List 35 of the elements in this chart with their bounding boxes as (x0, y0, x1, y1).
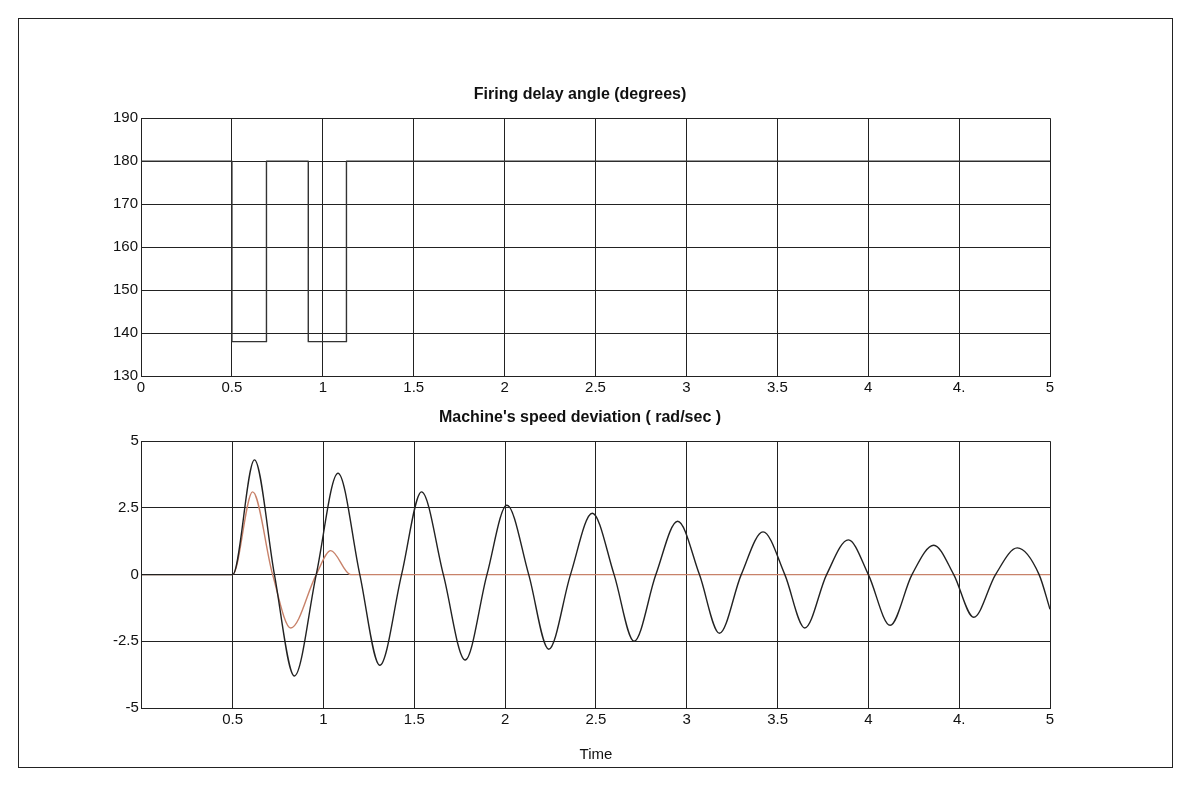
x-tick-label: 3.5 (766, 378, 788, 396)
x-axis-title: Time (579, 745, 613, 763)
x-tick-label: 1 (318, 378, 327, 396)
y-tick-label: 150 (113, 280, 139, 298)
chart-title: Firing delay angle (degrees) (473, 85, 687, 103)
x-tick-label: 3 (682, 710, 691, 728)
y-tick-label: 130 (113, 366, 139, 384)
x-tick-label: 1.5 (403, 710, 425, 728)
x-tick-label: 0.5 (222, 710, 244, 728)
y-tick-label: 5 (130, 431, 139, 449)
x-tick-label: 3.5 (767, 710, 788, 728)
x-tick-label: 2 (500, 710, 510, 728)
y-tick-label: 190 (113, 108, 139, 126)
chart-title: Machine's speed deviation ( rad/sec ) (438, 408, 722, 426)
x-tick-label: 1.5 (403, 378, 425, 396)
x-tick-label: 1 (319, 710, 328, 728)
x-tick-label: 4. (952, 710, 966, 728)
x-tick-label: 4 (864, 710, 873, 728)
y-tick-label: -5 (125, 698, 139, 716)
y-tick-label: 140 (113, 323, 139, 341)
y-tick-label: 180 (113, 151, 139, 169)
x-tick-label: 5 (1045, 378, 1055, 396)
x-tick-label: 2.5 (585, 710, 607, 728)
x-tick-label: 2.5 (585, 378, 606, 396)
y-tick-label: 170 (113, 194, 139, 212)
x-tick-label: 3 (682, 378, 691, 396)
x-tick-label: 4 (864, 378, 873, 396)
y-tick-label: 2.5 (117, 498, 139, 516)
x-tick-label: 2 (500, 378, 509, 396)
x-tick-label: 0.5 (221, 378, 243, 396)
y-tick-label: 160 (113, 237, 139, 255)
y-tick-label: -2.5 (112, 631, 139, 649)
y-tick-label: 0 (130, 564, 139, 582)
x-tick-label: 5 (1045, 710, 1055, 728)
x-tick-label: 4. (952, 378, 966, 396)
